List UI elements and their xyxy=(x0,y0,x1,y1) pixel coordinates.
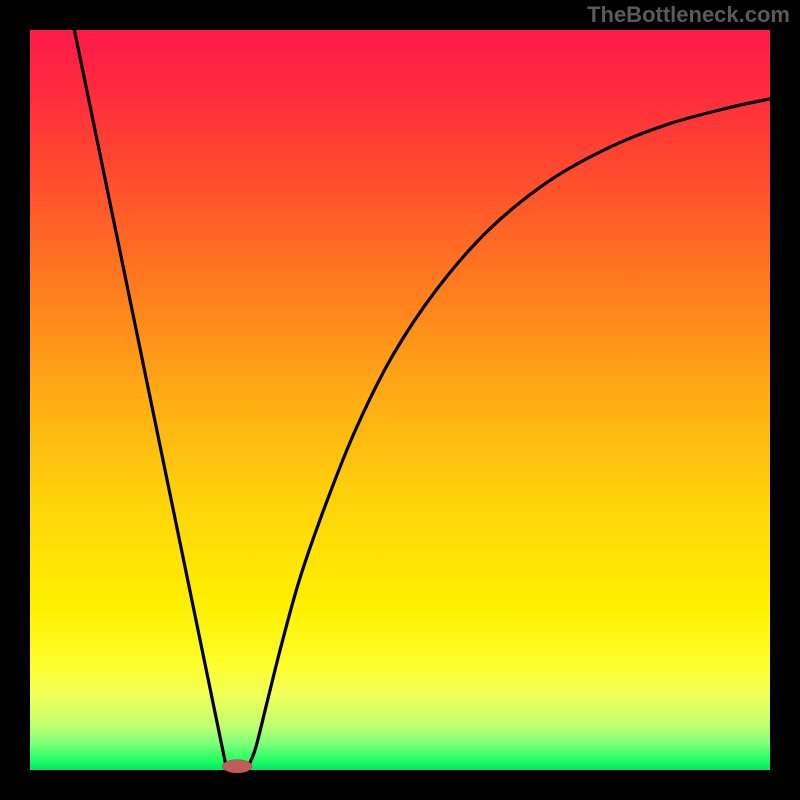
bottleneck-chart xyxy=(0,0,800,800)
curve-minimum-marker xyxy=(222,760,252,773)
plot-background xyxy=(30,30,770,770)
chart-container: { "attribution": { "text": "TheBottlenec… xyxy=(0,0,800,800)
attribution-text: TheBottleneck.com xyxy=(587,2,790,28)
